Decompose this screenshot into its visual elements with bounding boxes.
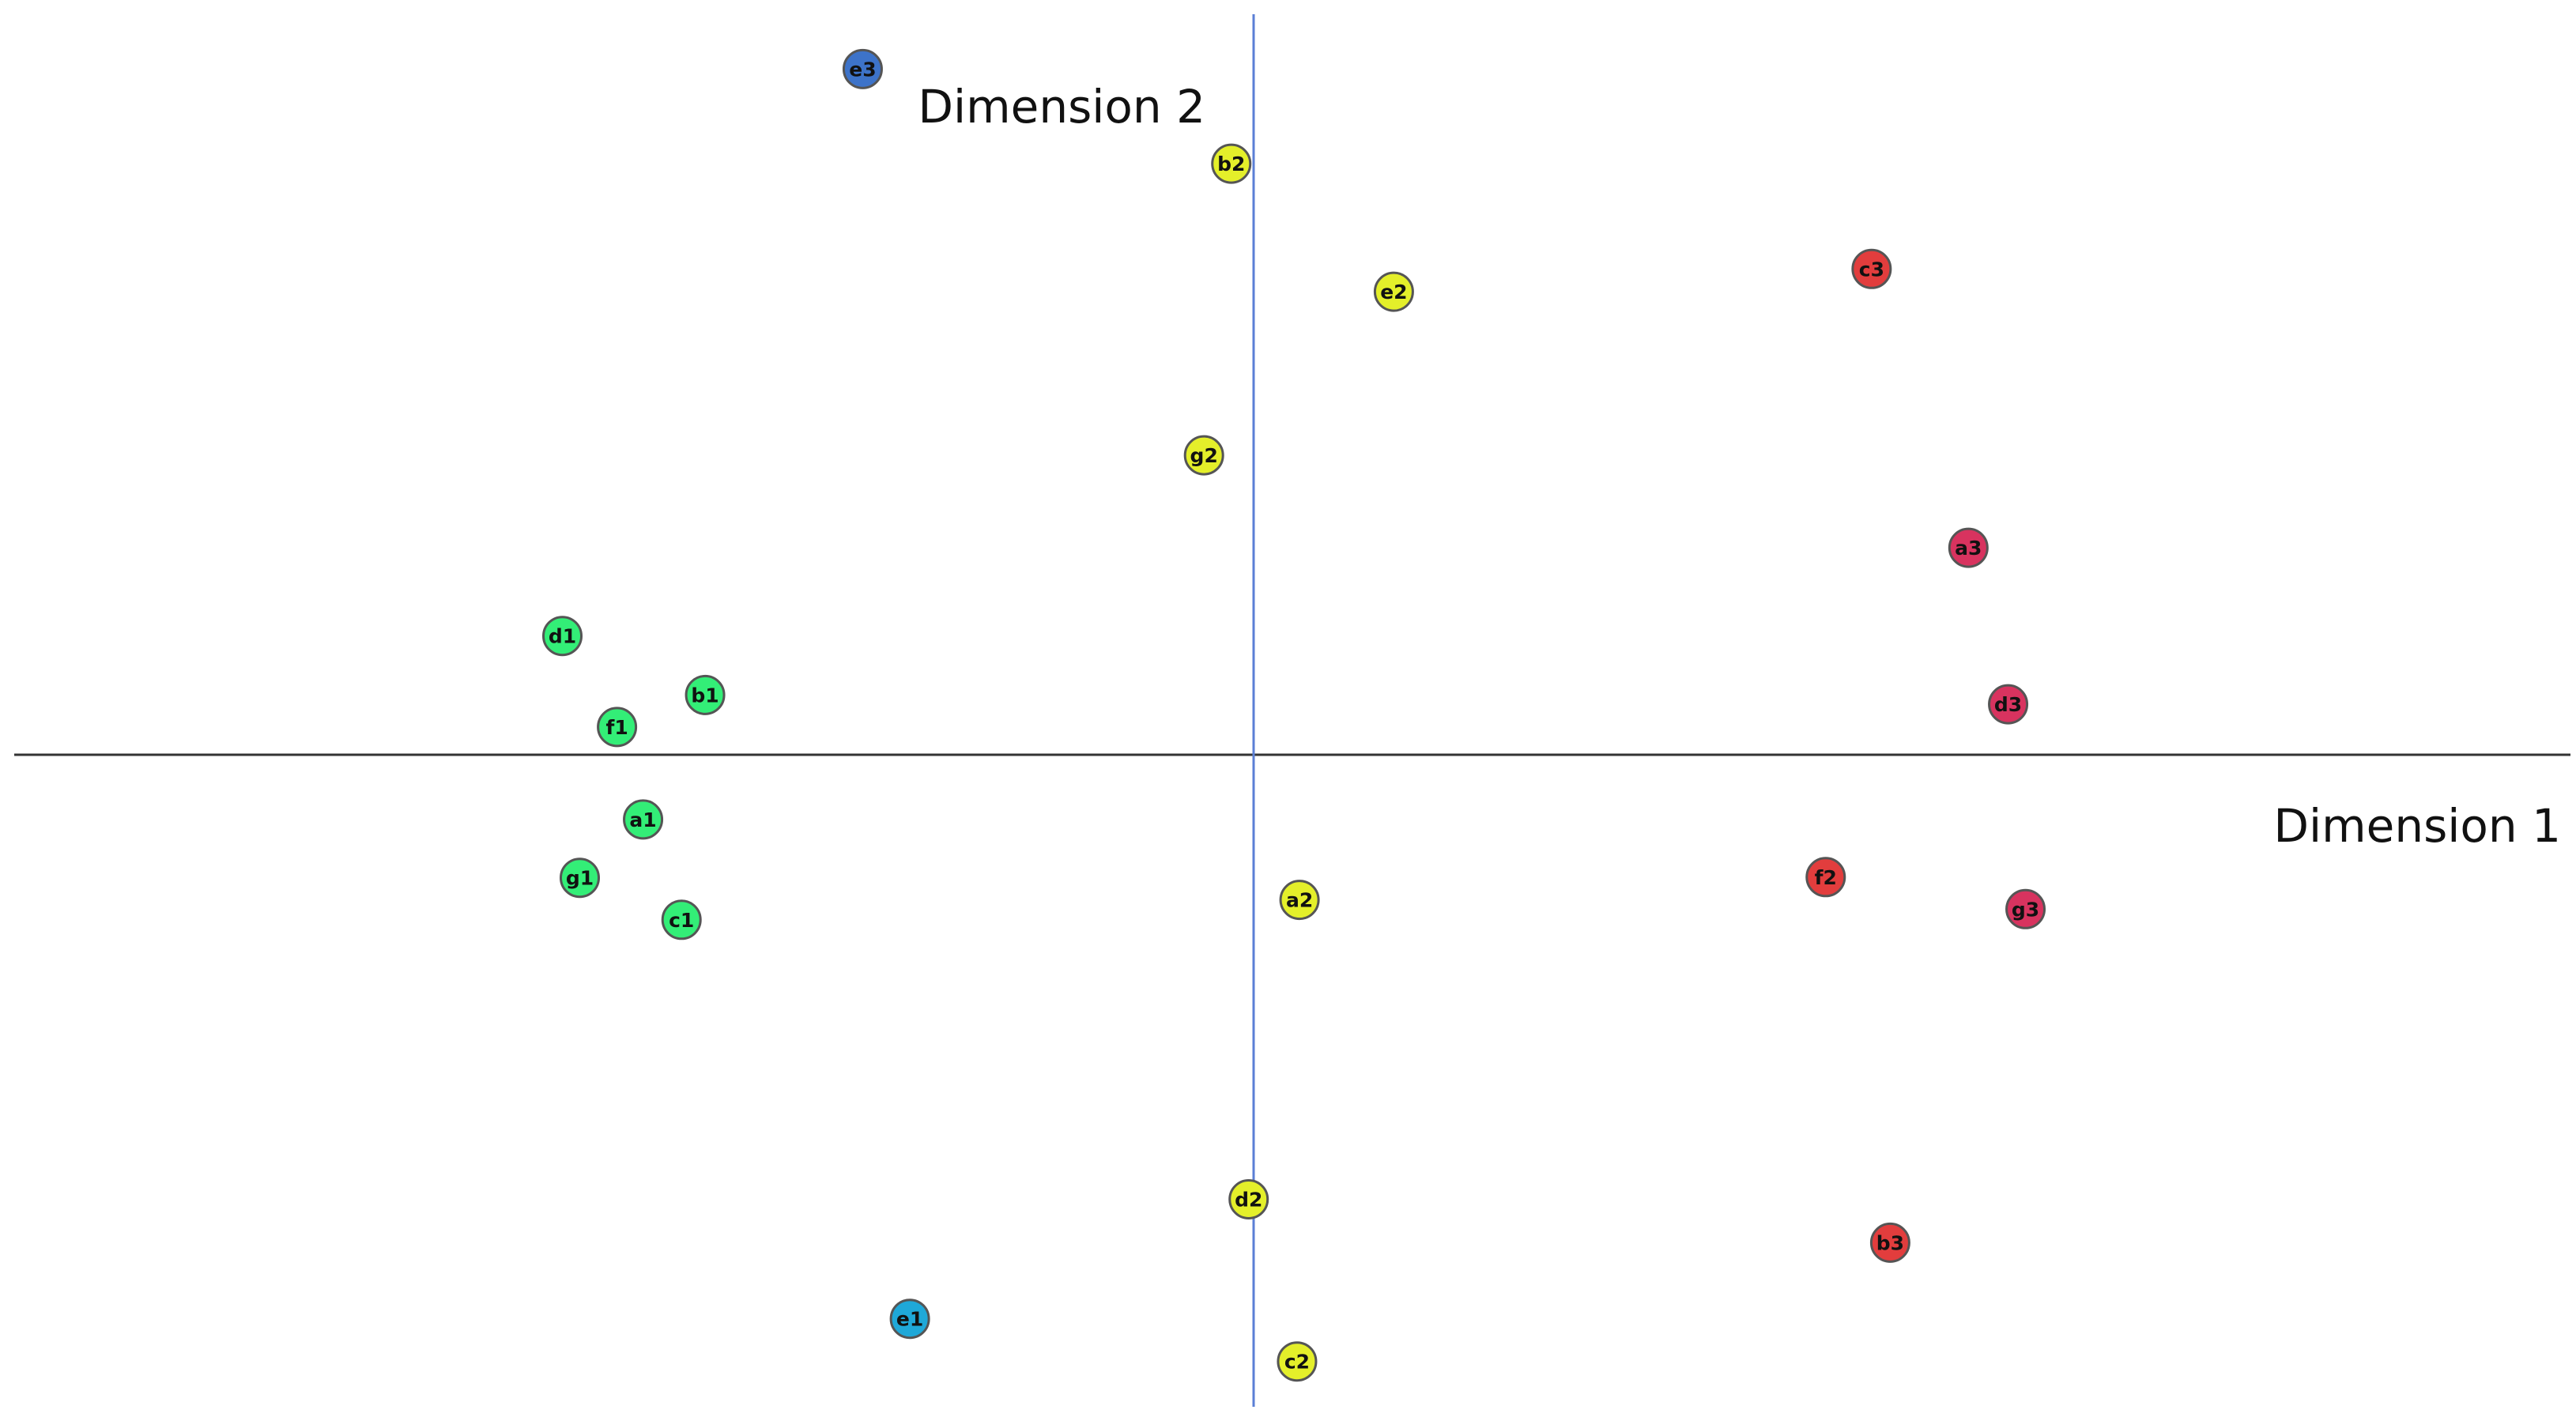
point-label-g3: g3 — [2012, 898, 2039, 921]
point-b3: b3 — [1869, 1222, 1910, 1263]
point-label-b2: b2 — [1217, 153, 1245, 175]
point-label-c2: c2 — [1284, 1351, 1310, 1374]
point-marker-d2 — [1228, 1179, 1269, 1219]
point-a1: a1 — [623, 799, 664, 840]
point-label-g2: g2 — [1190, 444, 1218, 467]
point-f1: f1 — [597, 707, 638, 748]
point-marker-e1 — [889, 1298, 930, 1340]
point-c1: c1 — [661, 899, 702, 940]
point-marker-f1 — [597, 707, 638, 748]
point-label-e2: e2 — [1380, 281, 1407, 303]
point-a2: a2 — [1279, 880, 1320, 921]
point-g1: g1 — [559, 858, 600, 899]
point-label-d3: d3 — [1994, 693, 2022, 716]
point-marker-e2 — [1373, 271, 1414, 312]
point-marker-c2 — [1277, 1341, 1318, 1382]
point-label-b3: b3 — [1876, 1231, 1904, 1254]
point-e2: e2 — [1373, 271, 1414, 312]
point-e1: e1 — [889, 1298, 930, 1340]
point-label-f1: f1 — [605, 716, 628, 739]
point-marker-b1 — [685, 674, 726, 715]
point-marker-e3 — [842, 48, 883, 89]
point-g3: g3 — [2005, 888, 2046, 929]
point-c2: c2 — [1277, 1341, 1318, 1382]
point-label-a3: a3 — [1955, 537, 1982, 560]
point-d1: d1 — [542, 616, 583, 657]
point-label-e1: e1 — [896, 1308, 923, 1331]
dimension-1-axis-title: Dimension 1 — [2273, 799, 2561, 853]
dimension-2-axis-title: Dimension 2 — [918, 80, 1205, 134]
point-marker-d3 — [1988, 684, 2029, 725]
point-marker-g1 — [559, 858, 600, 899]
point-marker-f2 — [1805, 857, 1846, 898]
point-g2: g2 — [1183, 435, 1224, 476]
point-marker-g3 — [2005, 888, 2046, 929]
point-label-d2: d2 — [1235, 1189, 1262, 1212]
point-label-f2: f2 — [1815, 866, 1837, 889]
point-marker-b2 — [1211, 143, 1252, 184]
point-label-a1: a1 — [629, 808, 656, 831]
point-a3: a3 — [1948, 527, 1989, 568]
point-b1: b1 — [685, 674, 726, 715]
point-label-e3: e3 — [849, 58, 876, 81]
point-marker-c3 — [1851, 248, 1892, 289]
point-label-c3: c3 — [1859, 258, 1884, 281]
data-points: e3 b2 e2 c3 g2 a3 d1 b1 f1 d3 a1 g1 c1 a2 f2 g3 d2 b3 e1 c2 — [542, 48, 2046, 1382]
point-marker-c1 — [661, 899, 702, 940]
point-b2: b2 — [1211, 143, 1252, 184]
point-label-c1: c1 — [669, 909, 694, 932]
point-marker-a2 — [1279, 880, 1320, 921]
point-label-g1: g1 — [566, 867, 594, 890]
point-marker-a3 — [1948, 527, 1989, 568]
point-e3: e3 — [842, 48, 883, 89]
point-d2: d2 — [1228, 1179, 1269, 1219]
point-label-a2: a2 — [1286, 889, 1313, 912]
point-marker-g2 — [1183, 435, 1224, 476]
point-label-b1: b1 — [691, 684, 718, 707]
point-f2: f2 — [1805, 857, 1846, 898]
point-marker-b3 — [1869, 1222, 1910, 1263]
point-marker-d1 — [542, 616, 583, 657]
point-c3: c3 — [1851, 248, 1892, 289]
point-marker-a1 — [623, 799, 664, 840]
point-d3: d3 — [1988, 684, 2029, 725]
point-label-d1: d1 — [549, 625, 576, 648]
